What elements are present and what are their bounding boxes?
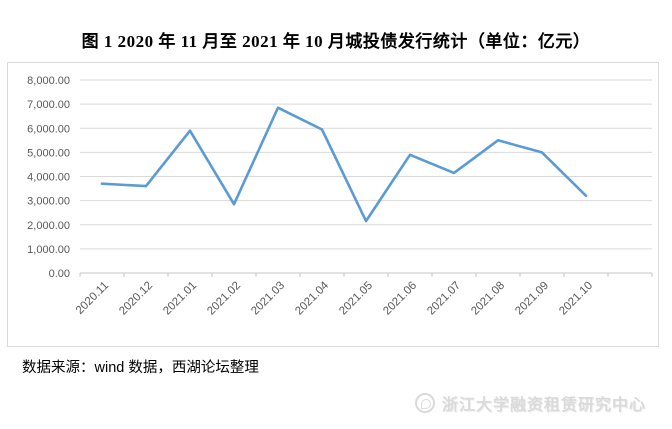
line-chart-svg: 0.00 1,000.00 2,000.00 3,000.00 4,000.00 5,00… — [27, 75, 653, 318]
x-axis-label: 2021.05 — [337, 280, 375, 318]
x-axis-label: 2021.06 — [381, 280, 419, 318]
x-axis-label: 2020.11 — [74, 280, 111, 317]
watermark-text: 浙江大学融资租赁研究中心 — [441, 397, 646, 414]
y-axis-label: 6,000.00 — [27, 123, 70, 135]
series-line — [100, 106, 588, 223]
x-axis-label: 2021.04 — [293, 279, 331, 317]
x-axis-label: 2021.02 — [205, 280, 243, 318]
chart-area: 0.00 1,000.00 2,000.00 3,000.00 4,000.00 5,00… — [7, 62, 659, 347]
y-axis-label: 2,000.00 — [27, 220, 70, 232]
x-axis-label: 2020.12 — [117, 280, 155, 318]
x-axis-label: 2021.03 — [249, 280, 287, 318]
y-axis-label: 8,000.00 — [27, 75, 70, 87]
source-note: 数据来源：wind 数据，西湖论坛整理 — [22, 360, 259, 376]
y-axis-label: 0.00 — [49, 268, 70, 280]
chart-title: 图 1 2020 年 11 月至 2021 年 10 月城投债发行统计（单位：亿… — [81, 32, 591, 51]
x-axis-label: 2021.09 — [513, 280, 551, 318]
y-axis-label: 1,000.00 — [27, 244, 70, 256]
y-axis-label: 4,000.00 — [27, 172, 70, 184]
research-center-logo-icon — [414, 393, 435, 413]
watermark: 浙江大学融资租赁研究中心 — [414, 391, 646, 415]
x-axis-label: 2021.08 — [469, 280, 507, 318]
x-axis-label: 2021.07 — [425, 280, 463, 318]
x-axis-label: 2021.10 — [557, 280, 595, 318]
x-axis-label: 2021.01 — [161, 280, 199, 318]
y-axis-label: 5,000.00 — [27, 147, 70, 159]
y-axis-label: 7,000.00 — [27, 99, 70, 111]
y-axis-label: 3,000.00 — [27, 196, 70, 208]
